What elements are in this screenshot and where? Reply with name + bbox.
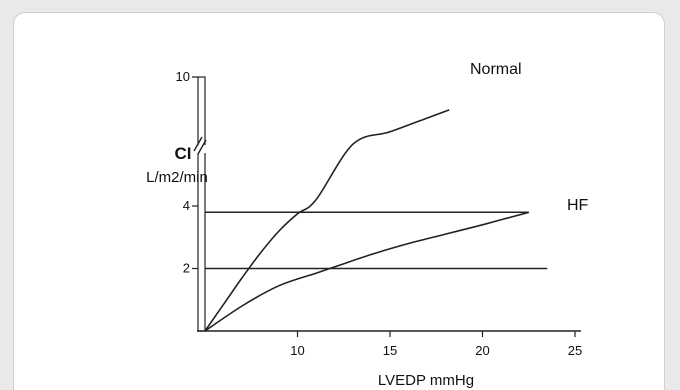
x-tick-label: 15 [383,343,397,358]
reference-lines [205,211,548,270]
x-tick-label: 25 [568,343,582,358]
x-tick-label: 20 [475,343,489,358]
y-tick-label: 2 [183,261,190,276]
x-tick-label: 10 [290,343,304,358]
tick-labels: 10 15 20 25 2 4 10 [176,69,583,358]
y-axis-unit: L/m2/min [146,169,208,186]
y-tick-label: 4 [183,198,190,213]
y-axis-break-mark [197,139,207,155]
series-label-hf: HF [567,197,589,214]
y-axis-break-mark [193,136,203,152]
series-curves [204,109,529,332]
figure-panel: 10 15 20 25 2 4 10 CI L/m2/min LVEDP mmHg Norm… [13,12,665,390]
series-label-normal: Normal [470,61,522,78]
y-axis-label: CI [175,144,192,163]
series-line-hf [204,211,529,332]
y-tick-label: 10 [176,69,190,84]
series-line-normal [204,109,450,332]
cardiac-function-chart: 10 15 20 25 2 4 10 CI L/m2/min LVEDP mmHg Norm… [146,61,589,389]
axes [192,76,581,337]
x-axis-label: LVEDP mmHg [378,372,474,389]
y-axis-bar [197,76,206,332]
